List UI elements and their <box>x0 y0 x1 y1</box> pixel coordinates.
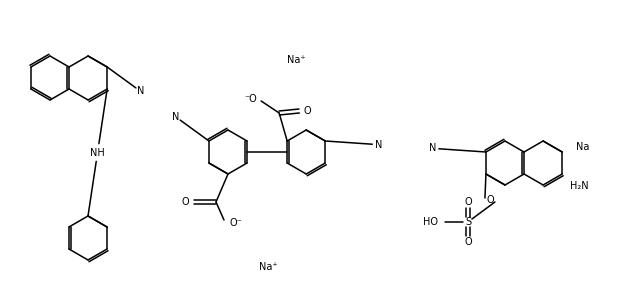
Text: N: N <box>429 143 436 154</box>
Text: ⁻O: ⁻O <box>244 94 257 104</box>
Text: O⁻: O⁻ <box>229 218 242 228</box>
Text: Na⁺: Na⁺ <box>287 55 306 65</box>
Text: S: S <box>465 217 471 227</box>
Text: H₂N: H₂N <box>570 181 589 191</box>
Text: O: O <box>464 197 471 207</box>
Text: O: O <box>464 237 471 247</box>
Text: Na: Na <box>576 142 590 152</box>
Text: Na⁺: Na⁺ <box>258 262 278 272</box>
Text: O: O <box>181 197 189 207</box>
Text: HO: HO <box>423 217 438 227</box>
Text: N: N <box>172 112 179 122</box>
Text: NH: NH <box>90 147 105 157</box>
Text: O: O <box>303 106 311 116</box>
Text: N: N <box>375 140 382 150</box>
Text: N: N <box>137 86 144 96</box>
Text: O: O <box>486 195 494 205</box>
